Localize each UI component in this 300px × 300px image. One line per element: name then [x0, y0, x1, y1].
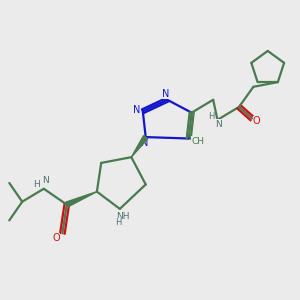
Text: H: H: [208, 112, 215, 122]
Text: CH: CH: [191, 137, 205, 146]
Text: N: N: [141, 138, 148, 148]
Text: N: N: [162, 89, 169, 99]
Text: O: O: [253, 116, 261, 126]
Text: O: O: [52, 233, 60, 243]
Polygon shape: [66, 192, 97, 207]
Text: N: N: [215, 120, 222, 129]
Text: NH: NH: [116, 212, 130, 221]
Text: H: H: [115, 218, 122, 227]
Text: N: N: [133, 105, 140, 115]
Polygon shape: [131, 136, 148, 157]
Text: H: H: [33, 180, 40, 189]
Text: N: N: [42, 176, 49, 184]
